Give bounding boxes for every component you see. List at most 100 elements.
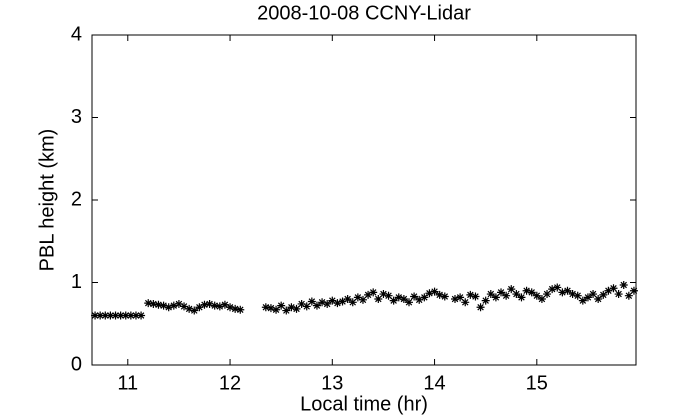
plot-area bbox=[91, 34, 637, 366]
data-point bbox=[384, 291, 393, 300]
data-point bbox=[205, 299, 214, 308]
data-point bbox=[517, 293, 526, 302]
data-point bbox=[348, 298, 357, 307]
data-point bbox=[220, 300, 229, 309]
data-point bbox=[333, 299, 342, 308]
data-point bbox=[210, 301, 219, 310]
x-tick-label: 15 bbox=[526, 372, 548, 394]
data-point bbox=[440, 292, 449, 301]
y-axis-label: PBL height (km) bbox=[36, 129, 58, 272]
x-tick-label: 12 bbox=[219, 372, 241, 394]
data-point bbox=[568, 290, 577, 299]
data-point bbox=[543, 290, 552, 299]
data-point bbox=[307, 297, 316, 306]
data-point bbox=[497, 288, 506, 297]
data-point bbox=[512, 290, 521, 299]
data-point bbox=[338, 297, 347, 306]
data-point bbox=[491, 293, 500, 302]
data-point bbox=[328, 296, 337, 305]
data-point bbox=[364, 290, 373, 299]
chart-title: 2008-10-08 CCNY-Lidar bbox=[257, 2, 471, 24]
data-point bbox=[604, 286, 613, 295]
data-point bbox=[527, 288, 536, 297]
data-point bbox=[121, 311, 130, 320]
data-point bbox=[451, 295, 460, 303]
data-point bbox=[430, 287, 439, 296]
data-point bbox=[215, 302, 224, 311]
x-tick-label: 13 bbox=[321, 372, 343, 394]
y-tick-label: 4 bbox=[71, 23, 82, 45]
data-point bbox=[272, 305, 281, 314]
data-point bbox=[563, 286, 572, 295]
data-point bbox=[507, 285, 516, 294]
x-tick-label: 14 bbox=[423, 372, 445, 394]
data-point bbox=[578, 296, 587, 305]
data-point bbox=[369, 288, 378, 297]
data-point bbox=[435, 290, 444, 299]
data-point bbox=[374, 295, 383, 303]
data-point bbox=[106, 311, 115, 320]
data-point bbox=[116, 311, 125, 320]
data-point bbox=[619, 280, 628, 289]
data-point bbox=[154, 300, 163, 309]
data-point bbox=[302, 302, 311, 311]
data-point bbox=[548, 285, 557, 294]
data-point bbox=[476, 303, 485, 312]
data-point bbox=[266, 304, 275, 313]
data-point bbox=[404, 298, 413, 307]
data-point bbox=[399, 295, 408, 303]
data-point bbox=[583, 293, 592, 302]
data-point bbox=[91, 311, 100, 320]
data-point bbox=[323, 299, 332, 308]
x-tick-label: 11 bbox=[117, 372, 138, 394]
data-point bbox=[614, 290, 623, 299]
data-point bbox=[486, 290, 495, 299]
data-point bbox=[164, 303, 173, 312]
data-point bbox=[261, 303, 270, 312]
data-point bbox=[379, 290, 388, 299]
data-point bbox=[169, 301, 178, 310]
data-point bbox=[190, 306, 199, 315]
data-point bbox=[159, 301, 168, 310]
data-point bbox=[481, 296, 490, 305]
data-point bbox=[226, 303, 235, 312]
data-point bbox=[624, 291, 633, 300]
data-point bbox=[174, 299, 183, 308]
data-point bbox=[425, 289, 434, 298]
data-point bbox=[609, 284, 618, 293]
data-point bbox=[353, 293, 362, 302]
data-point bbox=[312, 301, 321, 310]
y-tick-label: 1 bbox=[71, 271, 82, 293]
data-point bbox=[522, 286, 531, 295]
data-point bbox=[318, 298, 327, 307]
data-point bbox=[343, 295, 352, 303]
data-point bbox=[471, 292, 480, 301]
data-point bbox=[287, 303, 296, 312]
data-point bbox=[466, 290, 475, 299]
data-point bbox=[282, 306, 291, 315]
data-point bbox=[236, 305, 245, 314]
data-point bbox=[131, 311, 140, 320]
x-axis-label: Local time (hr) bbox=[300, 393, 428, 415]
y-tick-label: 2 bbox=[71, 188, 82, 210]
data-point bbox=[553, 283, 562, 292]
data-point bbox=[410, 292, 419, 301]
data-point bbox=[101, 311, 110, 320]
data-point bbox=[180, 302, 189, 311]
data-point bbox=[195, 303, 204, 312]
y-tick-label: 3 bbox=[71, 106, 82, 128]
data-point bbox=[231, 304, 240, 313]
data-point bbox=[149, 299, 158, 308]
data-point bbox=[137, 311, 146, 320]
data-point bbox=[277, 301, 286, 310]
data-point bbox=[415, 295, 424, 304]
data-point bbox=[532, 291, 541, 300]
data-point bbox=[144, 299, 153, 308]
data-point bbox=[537, 295, 546, 303]
data-point bbox=[558, 288, 567, 297]
data-point bbox=[456, 293, 465, 302]
data-point bbox=[358, 295, 367, 304]
data-point bbox=[200, 300, 209, 309]
data-point bbox=[185, 304, 194, 313]
